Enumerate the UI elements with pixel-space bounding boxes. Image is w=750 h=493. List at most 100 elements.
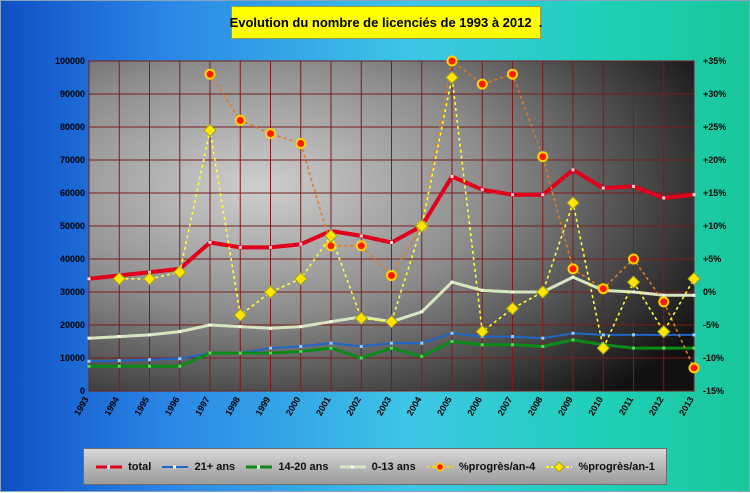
legend-label: 14-20 ans	[278, 460, 329, 473]
series-layer	[87, 55, 701, 374]
data-point-total	[480, 188, 484, 192]
data-point-21-ans	[269, 346, 272, 350]
y-tick-label-right: +5%	[703, 254, 721, 264]
x-tick-label: 2007	[496, 395, 515, 417]
data-point-14-20-ans	[662, 346, 666, 350]
data-point-21-ans	[359, 344, 363, 348]
data-point-progr-s-an-1	[324, 229, 338, 243]
legend-label: %progrès/an-1	[578, 460, 655, 473]
data-point-14-20-ans	[359, 356, 363, 360]
data-point-progr-s-an-4	[507, 68, 518, 80]
data-point-14-20-ans	[692, 346, 696, 350]
data-point-21-ans	[178, 357, 182, 361]
y-tick-label-left: 60000	[60, 188, 85, 198]
data-point-0-13-ans	[299, 325, 303, 329]
data-point-21-ans	[117, 359, 121, 363]
y-tick-label-right: 0%	[703, 287, 716, 297]
x-tick-label: 2010	[586, 395, 605, 417]
data-point-total	[269, 245, 272, 249]
y-tick-label-right: -5%	[703, 320, 719, 330]
data-point-progr-s-an-4	[628, 253, 639, 265]
x-tick-label: 2001	[314, 395, 333, 417]
data-point-0-13-ans	[178, 330, 182, 334]
data-point-14-20-ans	[208, 351, 212, 355]
y-tick-label-left: 0	[80, 386, 85, 396]
data-point-progr-s-an-4	[537, 151, 549, 163]
data-point-progr-s-an-1	[384, 314, 399, 329]
data-point-progr-s-an-4	[204, 68, 216, 80]
data-point-total	[541, 193, 545, 197]
data-point-progr-s-an-1	[626, 275, 641, 289]
data-point-14-20-ans	[541, 344, 545, 348]
y-tick-label-right: +10%	[703, 221, 726, 231]
data-point-progr-s-an-1	[173, 265, 187, 279]
data-point-14-20-ans	[450, 340, 454, 343]
data-point-total	[450, 175, 454, 178]
legend-item-adults: 21+ ans	[161, 461, 235, 473]
data-point-total	[662, 196, 666, 200]
legend-item-kids: 0-13 ans	[339, 461, 416, 473]
legend-swatch-total	[96, 465, 123, 468]
data-point-14-20-ans	[511, 343, 514, 347]
data-point-21-ans	[541, 336, 545, 340]
data-point-total	[208, 241, 212, 244]
data-point-progr-s-an-1	[687, 272, 701, 286]
data-point-0-13-ans	[148, 333, 151, 337]
data-point-0-13-ans	[662, 293, 666, 297]
data-point-progr-s-an-1	[294, 272, 308, 286]
data-point-progr-s-an-4	[355, 240, 367, 252]
data-point-progr-s-an-4	[597, 283, 609, 295]
legend-swatch-kids	[339, 465, 366, 468]
data-point-progr-s-an-4	[265, 128, 276, 140]
data-point-total	[692, 193, 696, 197]
data-point-total	[601, 186, 605, 190]
data-point-total	[359, 234, 363, 238]
x-tick-label: 2003	[375, 395, 394, 417]
legend-label: 0-13 ans	[371, 460, 416, 473]
data-point-0-13-ans	[329, 320, 333, 324]
data-point-21-ans	[692, 333, 696, 337]
data-point-21-ans	[390, 341, 393, 345]
x-tick-label: 1997	[193, 395, 212, 417]
y-tick-label-left: 10000	[60, 353, 85, 363]
legend-label: 21+ ans	[194, 460, 236, 473]
data-point-14-20-ans	[269, 351, 272, 355]
data-point-0-13-ans	[117, 335, 121, 339]
y-tick-label-right: +20%	[703, 155, 726, 165]
y-tick-label-left: 30000	[60, 287, 85, 297]
chart-legend: total 21+ ans 14-20 ans 0-13 ans %progrès/an…	[83, 448, 667, 485]
y-tick-label-right: +25%	[703, 122, 726, 132]
data-point-14-20-ans	[420, 354, 424, 358]
data-point-14-20-ans	[148, 364, 151, 368]
data-point-14-20-ans	[178, 364, 182, 368]
data-point-progr-s-an-1	[354, 311, 368, 326]
x-tick-label: 2002	[344, 395, 363, 417]
data-point-total	[571, 168, 575, 172]
y-tick-label-left: 50000	[60, 221, 85, 231]
y-tick-label-left: 70000	[60, 155, 85, 165]
data-point-14-20-ans	[329, 346, 333, 350]
y-tick-label-left: 100000	[55, 56, 85, 66]
data-point-progr-s-an-1	[415, 219, 429, 233]
data-point-progr-s-an-4	[234, 114, 246, 126]
data-point-14-20-ans	[299, 349, 303, 353]
data-point-total	[390, 241, 393, 244]
x-tick-label: 2000	[284, 395, 303, 417]
data-point-14-20-ans	[238, 351, 242, 355]
x-tick-label: 2012	[647, 395, 666, 417]
y-tick-label-right: -15%	[703, 386, 724, 396]
y-tick-label-left: 40000	[60, 254, 85, 264]
legend-item-prog1: %progrès/an-1	[545, 460, 655, 473]
data-point-0-13-ans	[208, 323, 212, 327]
y-tick-label-left: 90000	[60, 89, 85, 99]
data-point-total	[87, 277, 91, 281]
y-tick-label-left: 20000	[60, 320, 85, 330]
data-point-21-ans	[511, 335, 514, 339]
x-tick-label: 2005	[435, 395, 454, 417]
legend-swatch-prog4	[426, 462, 453, 471]
x-tick-label: 1995	[133, 395, 152, 417]
data-point-progr-s-an-1	[203, 123, 217, 138]
data-point-progr-s-an-1	[596, 341, 610, 355]
legend-swatch-prog1	[546, 460, 573, 473]
